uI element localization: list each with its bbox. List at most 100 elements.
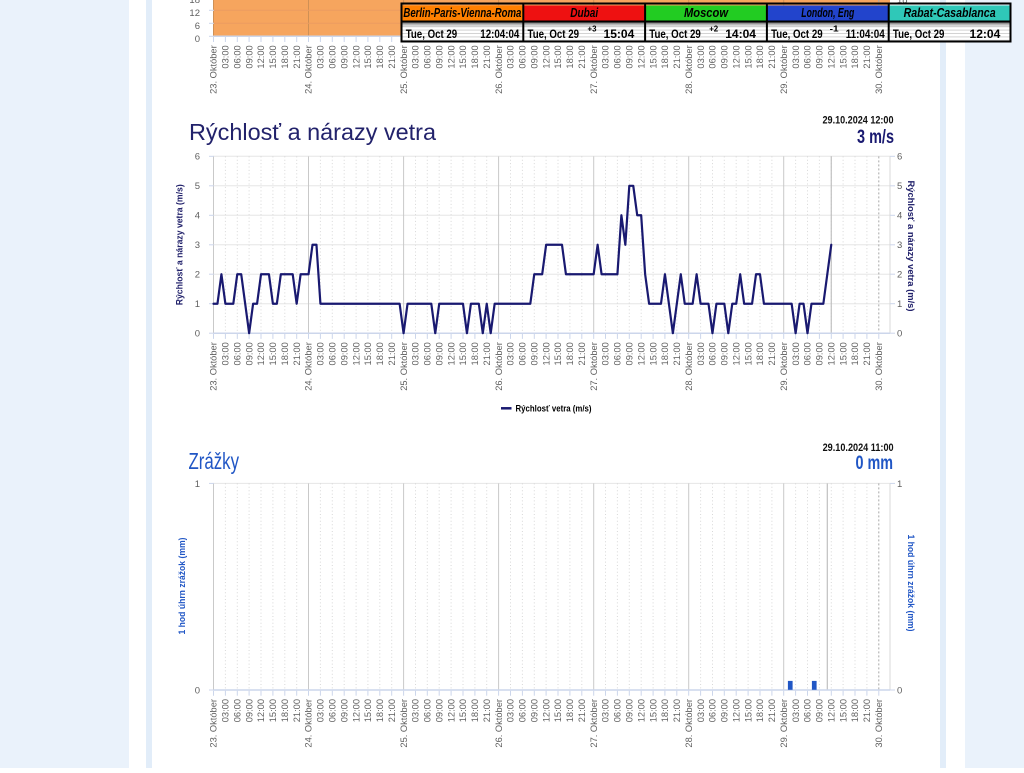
svg-text:0: 0 — [195, 685, 200, 696]
svg-text:6: 6 — [897, 152, 902, 163]
svg-text:12:00: 12:00 — [731, 45, 741, 68]
svg-text:06:00: 06:00 — [233, 45, 243, 68]
svg-text:18:00: 18:00 — [660, 342, 670, 365]
svg-text:18:00: 18:00 — [755, 342, 765, 365]
svg-text:03:00: 03:00 — [506, 45, 516, 68]
svg-text:21:00: 21:00 — [672, 45, 682, 68]
svg-text:23. Október: 23. Október — [209, 342, 219, 391]
svg-text:4: 4 — [897, 211, 902, 222]
svg-text:18:00: 18:00 — [470, 45, 480, 68]
svg-text:03:00: 03:00 — [696, 699, 706, 722]
svg-text:30. Október: 30. Október — [874, 45, 884, 94]
svg-text:15:00: 15:00 — [268, 699, 278, 722]
svg-text:28. Október: 28. Október — [684, 45, 694, 94]
svg-text:03:00: 03:00 — [221, 342, 231, 365]
svg-text:1: 1 — [195, 299, 200, 310]
svg-text:12:00: 12:00 — [636, 699, 646, 722]
svg-text:09:00: 09:00 — [625, 45, 635, 68]
svg-text:12:00: 12:00 — [827, 45, 837, 68]
svg-text:06:00: 06:00 — [423, 699, 433, 722]
svg-text:15:00: 15:00 — [458, 699, 468, 722]
svg-text:12:00: 12:00 — [731, 699, 741, 722]
svg-text:06:00: 06:00 — [518, 699, 528, 722]
svg-text:15:00: 15:00 — [648, 45, 658, 68]
svg-text:09:00: 09:00 — [434, 699, 444, 722]
svg-text:09:00: 09:00 — [625, 342, 635, 365]
svg-text:18:00: 18:00 — [660, 45, 670, 68]
svg-text:Rýchlosť a nárazy vetra: Rýchlosť a nárazy vetra — [189, 119, 436, 145]
svg-text:12:00: 12:00 — [827, 699, 837, 722]
svg-text:25. Október: 25. Október — [399, 342, 409, 391]
svg-text:03:00: 03:00 — [221, 45, 231, 68]
svg-text:03:00: 03:00 — [316, 699, 326, 722]
svg-text:06:00: 06:00 — [328, 45, 338, 68]
svg-text:18:00: 18:00 — [375, 342, 385, 365]
svg-text:15:00: 15:00 — [648, 699, 658, 722]
svg-text:09:00: 09:00 — [720, 699, 730, 722]
svg-text:09:00: 09:00 — [434, 342, 444, 365]
svg-text:27. Október: 27. Október — [589, 342, 599, 391]
svg-text:24. Október: 24. Október — [304, 699, 314, 748]
svg-text:12: 12 — [189, 8, 200, 19]
svg-text:21:00: 21:00 — [672, 699, 682, 722]
svg-text:12:00: 12:00 — [446, 699, 456, 722]
svg-text:15:00: 15:00 — [553, 342, 563, 365]
svg-text:15:00: 15:00 — [363, 342, 373, 365]
svg-text:06:00: 06:00 — [518, 45, 528, 68]
svg-text:21:00: 21:00 — [577, 342, 587, 365]
svg-text:15:00: 15:00 — [268, 342, 278, 365]
svg-text:09:00: 09:00 — [339, 342, 349, 365]
svg-text:06:00: 06:00 — [328, 699, 338, 722]
svg-text:1: 1 — [195, 479, 200, 490]
svg-text:03:00: 03:00 — [601, 342, 611, 365]
svg-text:18: 18 — [189, 0, 200, 6]
svg-text:1 hod úhrn zrážok (mm): 1 hod úhrn zrážok (mm) — [177, 538, 188, 635]
svg-text:12:00: 12:00 — [636, 342, 646, 365]
svg-text:18:00: 18:00 — [660, 699, 670, 722]
svg-text:06:00: 06:00 — [233, 342, 243, 365]
svg-text:09:00: 09:00 — [339, 45, 349, 68]
svg-text:15:00: 15:00 — [838, 45, 848, 68]
svg-text:29. Október: 29. Október — [779, 342, 789, 391]
svg-text:12:00: 12:00 — [541, 699, 551, 722]
svg-text:09:00: 09:00 — [815, 45, 825, 68]
svg-text:28. Október: 28. Október — [684, 699, 694, 748]
svg-text:03:00: 03:00 — [316, 45, 326, 68]
svg-text:18:00: 18:00 — [375, 45, 385, 68]
svg-text:06:00: 06:00 — [233, 699, 243, 722]
svg-text:06:00: 06:00 — [423, 45, 433, 68]
svg-text:0: 0 — [195, 329, 200, 340]
svg-text:Berlin-Paris-Vienna-Roma: Berlin-Paris-Vienna-Roma — [403, 5, 521, 20]
svg-text:18:00: 18:00 — [565, 342, 575, 365]
svg-text:0: 0 — [195, 34, 200, 45]
svg-text:09:00: 09:00 — [720, 45, 730, 68]
svg-text:18:00: 18:00 — [375, 699, 385, 722]
svg-text:21:00: 21:00 — [672, 342, 682, 365]
svg-text:London, Eng: London, Eng — [801, 5, 854, 20]
svg-text:23. Október: 23. Október — [209, 45, 219, 94]
svg-text:+2: +2 — [709, 24, 718, 34]
svg-text:21:00: 21:00 — [482, 342, 492, 365]
svg-text:21:00: 21:00 — [387, 699, 397, 722]
svg-text:15:00: 15:00 — [743, 342, 753, 365]
svg-text:24. Október: 24. Október — [304, 45, 314, 94]
svg-text:3: 3 — [897, 240, 902, 251]
svg-text:09:00: 09:00 — [625, 699, 635, 722]
svg-text:15:00: 15:00 — [743, 45, 753, 68]
svg-text:Tue, Oct 29: Tue, Oct 29 — [406, 27, 458, 41]
svg-text:5: 5 — [195, 181, 200, 192]
svg-text:06:00: 06:00 — [613, 342, 623, 365]
svg-text:30. Október: 30. Október — [874, 342, 884, 391]
svg-text:12:00: 12:00 — [256, 45, 266, 68]
svg-text:21:00: 21:00 — [292, 45, 302, 68]
svg-text:21:00: 21:00 — [862, 342, 872, 365]
svg-text:15:00: 15:00 — [363, 699, 373, 722]
svg-text:12:00: 12:00 — [636, 45, 646, 68]
svg-text:21:00: 21:00 — [387, 45, 397, 68]
svg-text:18:00: 18:00 — [755, 699, 765, 722]
svg-text:Dubai: Dubai — [570, 5, 598, 20]
svg-text:0 mm: 0 mm — [856, 453, 894, 474]
svg-text:03:00: 03:00 — [506, 342, 516, 365]
svg-text:03:00: 03:00 — [696, 45, 706, 68]
svg-text:15:00: 15:00 — [553, 699, 563, 722]
